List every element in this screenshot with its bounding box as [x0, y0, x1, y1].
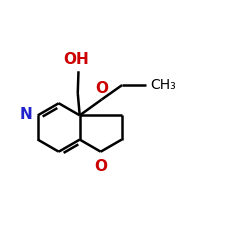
Text: CH₃: CH₃: [150, 78, 176, 92]
Text: O: O: [94, 158, 107, 174]
Text: O: O: [95, 81, 108, 96]
Text: OH: OH: [63, 52, 89, 67]
Text: N: N: [20, 107, 32, 122]
